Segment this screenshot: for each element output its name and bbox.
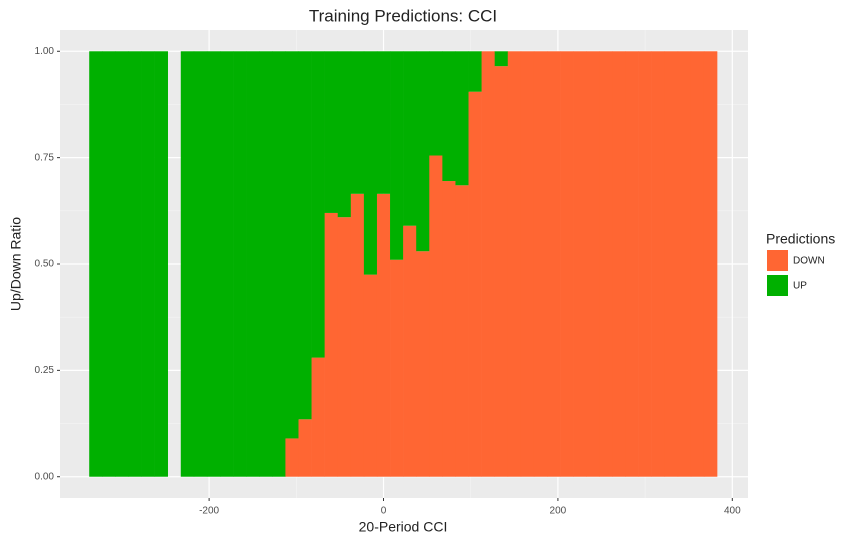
bar-segment xyxy=(429,51,443,156)
bar-segment xyxy=(703,51,718,477)
legend-label: DOWN xyxy=(793,256,825,267)
bar-segment xyxy=(141,51,155,477)
bar-segment xyxy=(586,51,600,477)
bar-segment xyxy=(337,217,352,477)
chart-title: Training Predictions: CCI xyxy=(309,6,497,25)
y-tick-label: 0.50 xyxy=(35,259,55,270)
bar-segment xyxy=(390,259,404,477)
bar-segment xyxy=(560,51,574,477)
legend-label: UP xyxy=(793,281,807,292)
bar-segment xyxy=(455,51,469,186)
bar-segment xyxy=(115,51,129,477)
bar-segment xyxy=(154,51,168,477)
bar-segment xyxy=(664,51,679,477)
bar-segment xyxy=(468,91,482,477)
bar-segment xyxy=(494,66,509,477)
bar-segment xyxy=(403,225,417,477)
bar-segment xyxy=(468,51,482,92)
bar-segment xyxy=(507,51,522,477)
bar-segment xyxy=(416,51,430,252)
bar-segment xyxy=(337,51,352,218)
bar-segment xyxy=(416,251,430,477)
y-tick-label: 0.00 xyxy=(35,471,55,482)
bar-segment xyxy=(533,51,548,477)
bar-segment xyxy=(677,51,692,477)
bar-segment xyxy=(494,51,509,67)
bar-segment xyxy=(442,51,456,182)
bar-segment xyxy=(547,51,561,477)
x-tick-label: 200 xyxy=(550,506,567,517)
bar-segment xyxy=(259,51,273,477)
bar-segment xyxy=(324,212,339,477)
bar-segment xyxy=(311,51,325,358)
bar-segment xyxy=(455,185,469,477)
bar-segment xyxy=(298,419,312,477)
bar-segment xyxy=(390,51,404,260)
bar-segment xyxy=(599,51,613,477)
bar-segment xyxy=(520,51,535,477)
bar-segment xyxy=(363,274,378,477)
bar-segment xyxy=(324,51,339,213)
y-tick-label: 0.75 xyxy=(35,152,55,163)
bar-segment xyxy=(612,51,626,477)
x-tick-label: 400 xyxy=(724,506,741,517)
bar-segment xyxy=(350,51,365,194)
bar-segment xyxy=(285,51,299,439)
bar-segment xyxy=(573,51,587,477)
bar-segment xyxy=(376,193,391,477)
bar-segment xyxy=(233,51,247,477)
x-tick-label: -200 xyxy=(199,506,219,517)
bar-segment xyxy=(403,51,417,226)
bar-segment xyxy=(102,51,116,477)
bar-segment xyxy=(350,193,365,477)
y-tick-label: 0.25 xyxy=(35,365,55,376)
x-tick-label: 0 xyxy=(381,506,387,517)
bar-segment xyxy=(285,438,299,477)
bar-segment xyxy=(442,181,456,477)
legend-key xyxy=(767,275,788,296)
bar-segment xyxy=(376,51,391,194)
bar-segment xyxy=(651,51,666,477)
y-tick-label: 1.00 xyxy=(35,46,55,57)
y-axis-title: Up/Down Ratio xyxy=(8,217,24,311)
bar-segment xyxy=(272,51,286,477)
bar-segment xyxy=(193,51,208,477)
bar-segment xyxy=(206,51,221,477)
bar-segment xyxy=(363,51,378,275)
bar-segment xyxy=(625,51,639,477)
bar-segment xyxy=(180,51,195,477)
legend-title: Predictions xyxy=(766,231,835,247)
bar-segment xyxy=(220,51,234,477)
x-axis-title: 20-Period CCI xyxy=(359,519,448,535)
bar-segment xyxy=(429,155,443,477)
bar-segment xyxy=(246,51,260,477)
bar-segment xyxy=(638,51,652,477)
bar-segment xyxy=(690,51,705,477)
legend-key xyxy=(767,250,788,271)
bar-segment xyxy=(298,51,312,420)
bar-segment xyxy=(128,51,142,477)
bar-segment xyxy=(481,51,495,477)
bar-segment xyxy=(89,51,103,477)
bar-segment xyxy=(311,357,325,477)
